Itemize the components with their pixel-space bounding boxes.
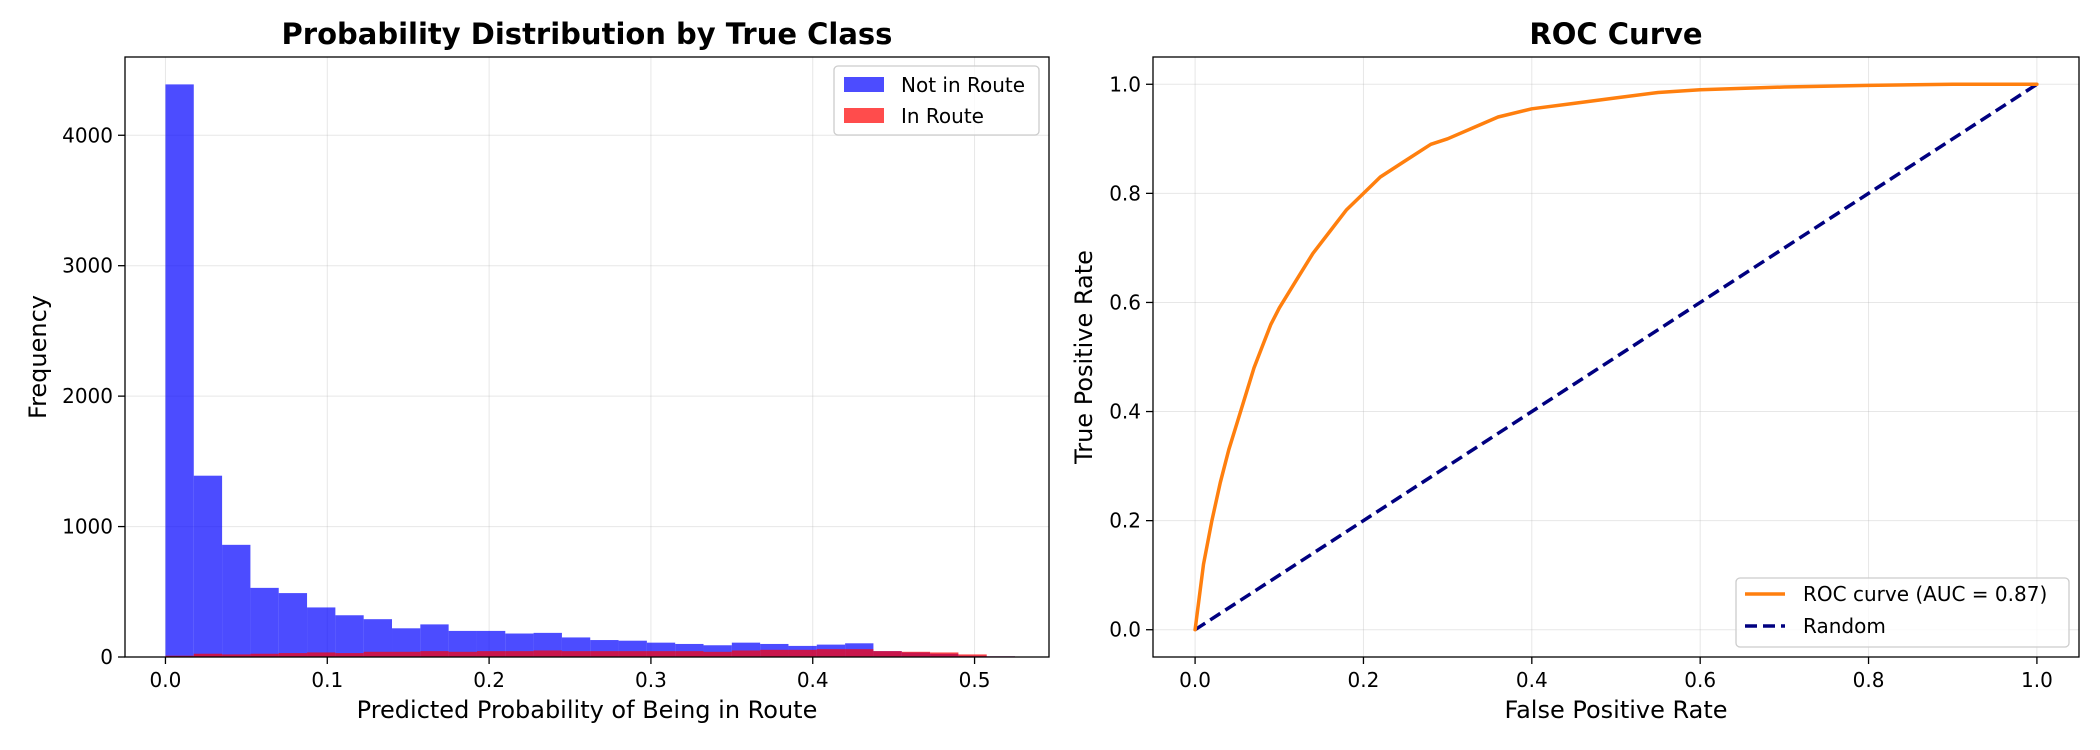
- histogram-bar: [278, 593, 308, 657]
- roc-x-tick-label: 0.4: [1516, 668, 1548, 692]
- histogram-bar: [561, 651, 591, 657]
- histogram-bar: [646, 651, 676, 657]
- histogram-bar: [222, 544, 251, 657]
- histogram-y-axis-label: Frequency: [24, 295, 52, 419]
- legend-label-random: Random: [1803, 614, 1886, 638]
- histogram-bar: [363, 619, 393, 657]
- histogram-grid: [125, 57, 1049, 658]
- histogram-bar: [363, 651, 393, 657]
- histogram-series-in-route: [165, 649, 1016, 657]
- legend-swatch-in-route: [844, 108, 884, 123]
- histogram-bar: [193, 475, 223, 657]
- histogram-bar: [845, 649, 874, 657]
- histogram-bar: [392, 651, 421, 657]
- histogram-x-ticks: 0.0 0.1 0.2 0.3 0.4 0.5: [150, 657, 991, 692]
- histogram-bar: [901, 651, 931, 657]
- histogram-legend: Not in Route In Route: [833, 65, 1040, 136]
- roc-panel: ROC Curve 0.0 0.2 0.4 0.6 0.8 1.0 0.00.20.40.…: [1070, 17, 2080, 724]
- histogram-panel: Probability Distribution by True Class 0…: [24, 17, 1050, 724]
- histogram-bar: [335, 653, 364, 657]
- histogram-y-tick-label: 2000: [62, 384, 113, 408]
- roc-y-tick-label: 1.0: [1109, 72, 1141, 96]
- roc-x-tick-label: 0.0: [1179, 668, 1211, 692]
- roc-y-tick-label: 0.8: [1109, 181, 1141, 205]
- histogram-bar: [788, 649, 817, 657]
- roc-y-ticks: 0.0 0.2 0.4 0.6 0.8 1.0: [1109, 72, 1153, 642]
- histogram-bar: [193, 653, 223, 657]
- roc-y-tick-label: 0.2: [1109, 509, 1141, 533]
- roc-legend-box: [1735, 577, 2070, 648]
- roc-x-axis-label: False Positive Rate: [1504, 696, 1727, 724]
- histogram-x-tick-label: 0.2: [473, 668, 505, 692]
- roc-x-tick-label: 0.2: [1348, 668, 1380, 692]
- histogram-bar: [165, 655, 194, 657]
- roc-y-tick-label: 0.0: [1109, 618, 1141, 642]
- histogram-x-tick-label: 0.5: [959, 668, 991, 692]
- histogram-title: Probability Distribution by True Class: [282, 17, 893, 51]
- histogram-x-axis-label: Predicted Probability of Being in Route: [357, 696, 818, 724]
- histogram-bar: [760, 649, 789, 657]
- histogram-series-not-in-route: [165, 84, 1016, 658]
- roc-y-tick-label: 0.4: [1109, 400, 1141, 424]
- histogram-y-ticks: 0 1000 2000 3000 4000: [62, 123, 125, 669]
- histogram-x-tick-label: 0.4: [797, 668, 829, 692]
- random-baseline-line: [1194, 82, 2038, 632]
- histogram-bar: [816, 649, 846, 657]
- histogram-y-tick-label: 4000: [62, 123, 113, 147]
- roc-curve-line: [1193, 82, 2039, 632]
- roc-grid: [1153, 57, 2079, 657]
- histogram-bar: [250, 587, 279, 657]
- histogram-bar: [278, 653, 308, 657]
- histogram-bar: [675, 651, 704, 657]
- histogram-legend-box: [833, 65, 1040, 136]
- histogram-bar: [703, 651, 732, 657]
- histogram-x-tick-label: 0.0: [150, 668, 182, 692]
- roc-plot-frame: [1152, 56, 2080, 658]
- legend-label-roc-curve: ROC curve (AUC = 0.87): [1803, 582, 2047, 606]
- roc-x-tick-label: 0.8: [1853, 668, 1885, 692]
- histogram-bar: [448, 651, 477, 657]
- histogram-bar: [222, 654, 251, 657]
- histogram-bar: [958, 654, 987, 657]
- roc-title: ROC Curve: [1529, 17, 1702, 51]
- histogram-bar: [873, 651, 902, 657]
- histogram-bar: [307, 607, 336, 657]
- histogram-x-tick-label: 0.3: [635, 668, 667, 692]
- histogram-x-tick-label: 0.1: [311, 668, 343, 692]
- histogram-bar: [335, 615, 364, 657]
- legend-label-not-in-route: Not in Route: [901, 73, 1025, 97]
- histogram-bars: [165, 84, 1016, 658]
- histogram-bar: [703, 645, 732, 657]
- legend-swatch-not-in-route: [844, 77, 884, 92]
- histogram-bar: [533, 650, 562, 657]
- histogram-bar: [476, 651, 506, 657]
- roc-x-tick-label: 0.6: [1684, 668, 1716, 692]
- histogram-y-tick-label: 1000: [62, 515, 113, 539]
- histogram-bar: [590, 651, 619, 657]
- histogram-bar: [618, 651, 647, 657]
- legend-label-in-route: In Route: [901, 104, 984, 128]
- histogram-bar: [731, 650, 761, 657]
- histogram-plot-frame: [124, 56, 1050, 658]
- histogram-bar: [420, 651, 449, 657]
- histogram-y-tick-label: 0: [100, 645, 113, 669]
- histogram-bar: [250, 653, 279, 657]
- histogram-bar: [165, 84, 194, 658]
- histogram-y-tick-label: 3000: [62, 254, 113, 278]
- histogram-bar: [505, 651, 534, 657]
- roc-x-ticks: 0.0 0.2 0.4 0.6 0.8 1.0: [1179, 657, 2053, 692]
- roc-lines: [1193, 82, 2039, 632]
- histogram-bar: [307, 652, 336, 657]
- histogram-bar: [930, 652, 959, 657]
- roc-legend: ROC curve (AUC = 0.87) Random: [1735, 577, 2070, 648]
- roc-x-tick-label: 1.0: [2021, 668, 2053, 692]
- roc-y-tick-label: 0.6: [1109, 290, 1141, 314]
- roc-y-axis-label: True Positive Rate: [1070, 250, 1098, 465]
